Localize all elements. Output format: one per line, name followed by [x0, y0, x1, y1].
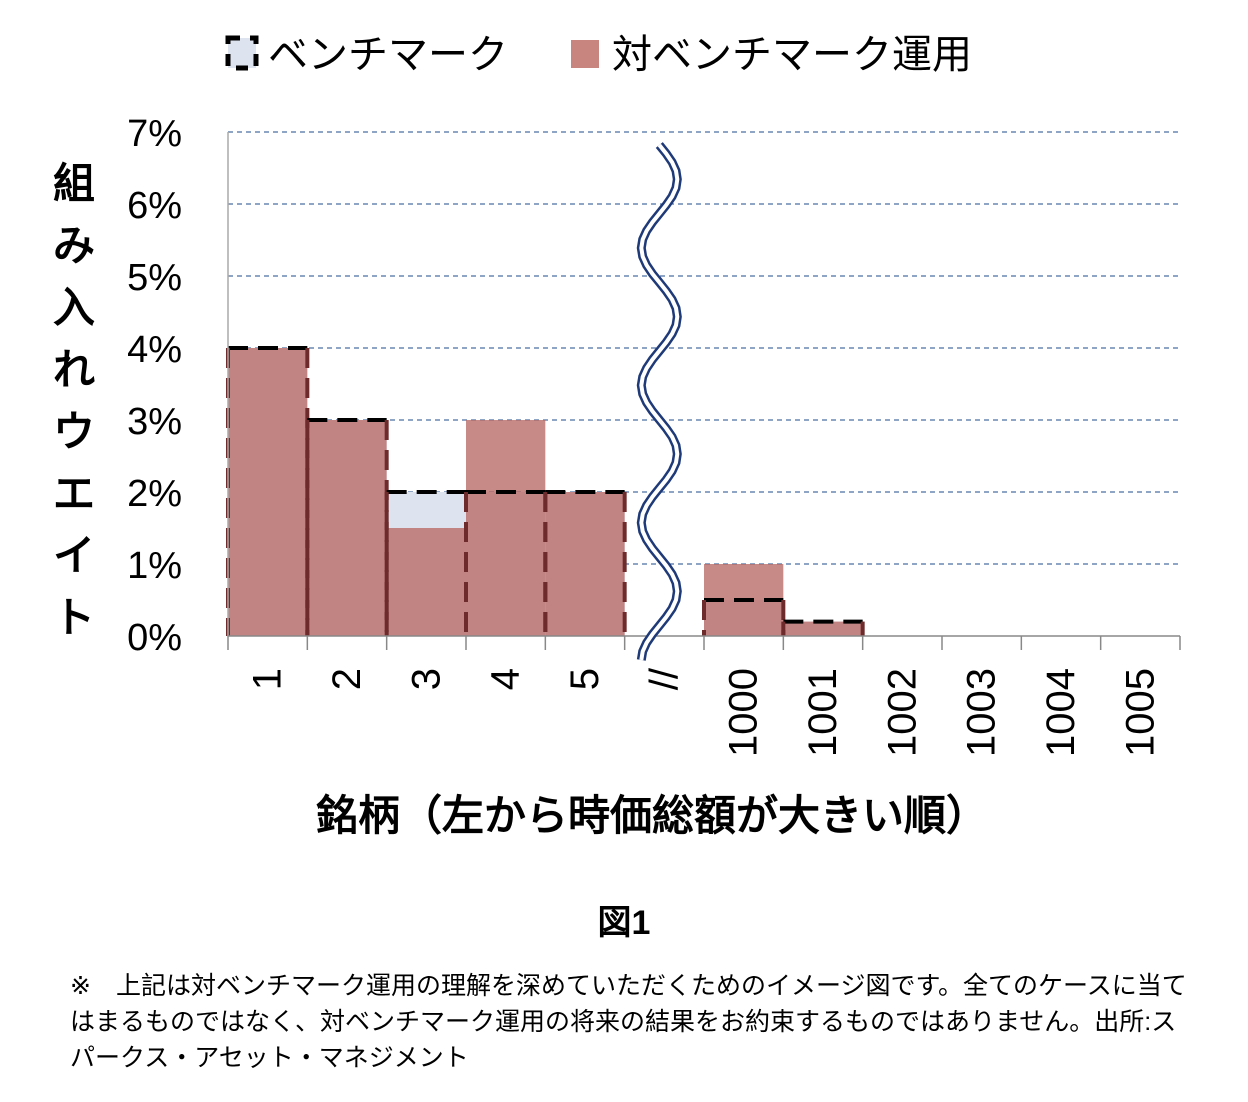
y-tick-label: 1%: [127, 545, 182, 587]
y-tick-label: 4%: [127, 329, 182, 371]
y-tick-label: 0%: [127, 617, 182, 659]
active-bar: [228, 348, 308, 636]
active-bar: [386, 528, 466, 636]
y-tick-label: 7%: [127, 113, 182, 155]
x-tick-label: 1001: [801, 668, 845, 757]
x-tick-label: 1005: [1118, 668, 1162, 757]
x-tick-label: 1: [246, 668, 290, 690]
y-tick-label: 6%: [127, 185, 182, 227]
chart: ベンチマーク 対ベンチマーク運用 0% 1% 2% 3% 4% 5% 6% 7% 1 2 3 4 5 //…: [53, 33, 1181, 839]
x-tick-label: 1003: [960, 668, 1004, 757]
x-tick-label: 3: [404, 668, 448, 690]
x-tick-label: 4: [484, 668, 528, 690]
active-bar: [783, 621, 863, 636]
y-tick-label: 5%: [127, 257, 182, 299]
x-tick-label: 5: [563, 668, 607, 690]
active-bar: [307, 420, 387, 636]
legend-label-active: 対ベンチマーク運用: [612, 33, 972, 77]
x-axis-label: 銘柄（左から時価総額が大きい順）: [316, 792, 988, 839]
axis-break-gap: [639, 143, 680, 661]
figure-label: 図1: [597, 904, 651, 942]
x-tick-label: 1004: [1039, 668, 1083, 757]
active-bar: [466, 420, 546, 636]
x-tick-label: //: [642, 667, 686, 690]
legend-label-benchmark: ベンチマーク: [268, 33, 508, 77]
disclaimer-note: ※ 上記は対ベンチマーク運用の理解を深めていただくためのイメージ図です。全てのケ…: [70, 972, 1187, 1072]
y-tick-label: 3%: [127, 401, 182, 443]
y-tick-label: 2%: [127, 473, 182, 515]
x-tick-label: 2: [325, 668, 369, 690]
legend-swatch-benchmark: [225, 35, 259, 71]
x-tick-label: 1000: [722, 668, 766, 757]
active-bar: [545, 492, 625, 636]
x-tick-label: 1002: [880, 668, 924, 757]
legend-swatch-active: [571, 40, 599, 68]
y-axis-label: 組み入れウエイト: [53, 160, 95, 641]
legend: ベンチマーク 対ベンチマーク運用: [225, 33, 972, 77]
